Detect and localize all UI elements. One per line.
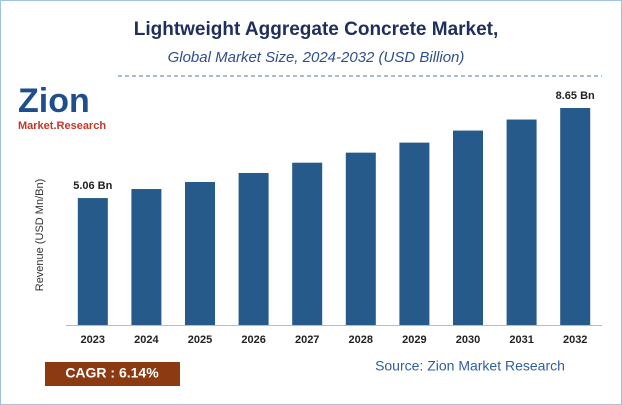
bar: [185, 182, 215, 325]
x-tick-label: 2026: [241, 334, 265, 346]
source: Source: Zion Market Research: [375, 358, 565, 374]
x-tick-label: 2025: [188, 334, 212, 346]
bar: [292, 162, 323, 325]
bar: [345, 152, 376, 325]
x-tick-label: 2023: [81, 334, 105, 346]
value-label: 8.65 Bn: [556, 90, 595, 102]
cagr-label: CAGR : 6.14%: [65, 365, 159, 381]
value-label: 5.06 Bn: [73, 180, 112, 192]
chart-title: Lightweight Aggregate Concrete Market,: [134, 19, 499, 40]
bar: [238, 172, 269, 325]
x-tick-label: 2027: [295, 334, 319, 346]
y-axis-label: Revenue (USD Mn/Bn): [34, 179, 46, 292]
bar: [560, 108, 591, 325]
x-tick-label: 2031: [509, 334, 533, 346]
bar: [506, 119, 537, 325]
x-tick-label: 2024: [134, 334, 159, 346]
logo-name: Zion: [18, 82, 90, 120]
x-tick-label: 2030: [456, 334, 480, 346]
bar: [77, 198, 108, 325]
logo-tagline: Market.Research: [18, 120, 106, 132]
x-tick-label: 2032: [563, 334, 587, 346]
x-tick-label: 2028: [349, 334, 373, 346]
chart-subtitle: Global Market Size, 2024-2032 (USD Billi…: [168, 49, 465, 66]
bar: [453, 130, 483, 325]
bar: [131, 189, 162, 325]
cagr-box: [45, 362, 180, 386]
bar: [399, 142, 430, 325]
x-tick-label: 2029: [402, 334, 426, 346]
